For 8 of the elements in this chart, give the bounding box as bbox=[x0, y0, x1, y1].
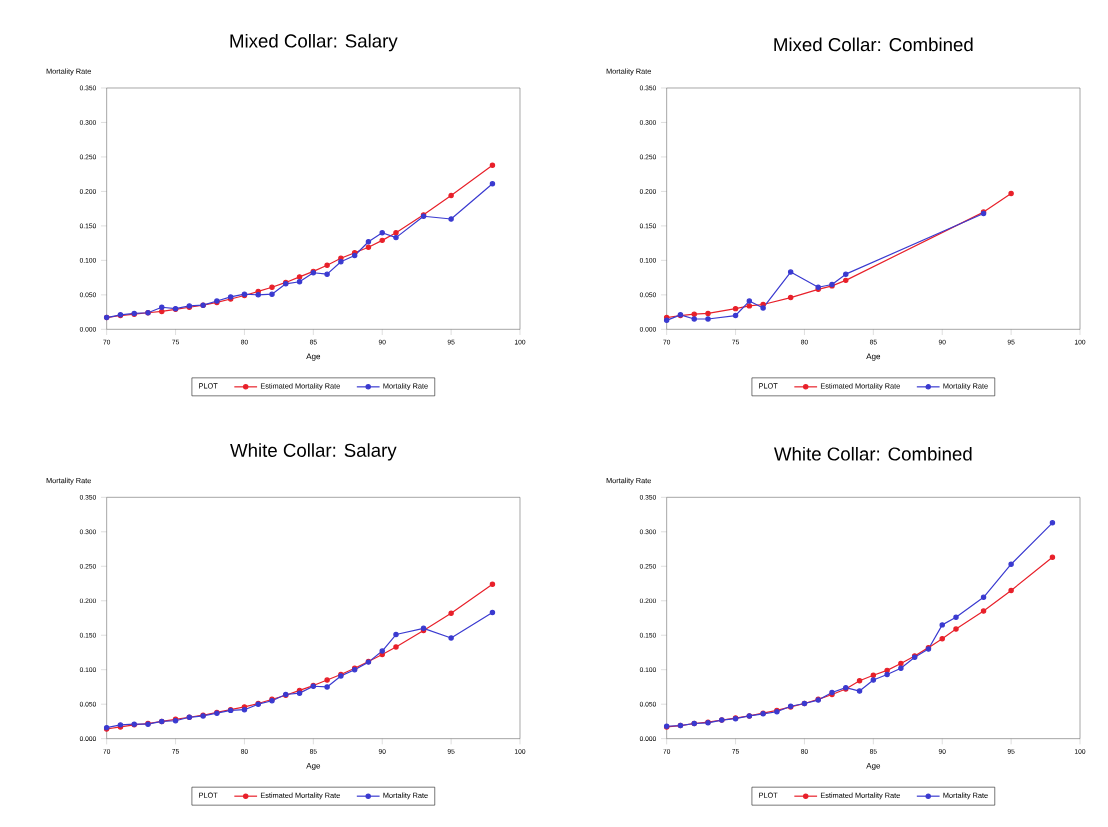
x-axis-title: Age bbox=[306, 353, 321, 361]
x-axis-title: Age bbox=[866, 353, 881, 361]
chart-title: White Collar: Combined bbox=[774, 447, 972, 461]
x-axis-title: Age bbox=[306, 763, 321, 771]
x-axis-title: Age bbox=[866, 763, 881, 771]
chart-title: Mixed Collar: Combined bbox=[774, 37, 973, 52]
chart-title: White Collar: Salary bbox=[230, 443, 397, 461]
chart-title: Mixed Collar: Salary bbox=[230, 34, 398, 52]
